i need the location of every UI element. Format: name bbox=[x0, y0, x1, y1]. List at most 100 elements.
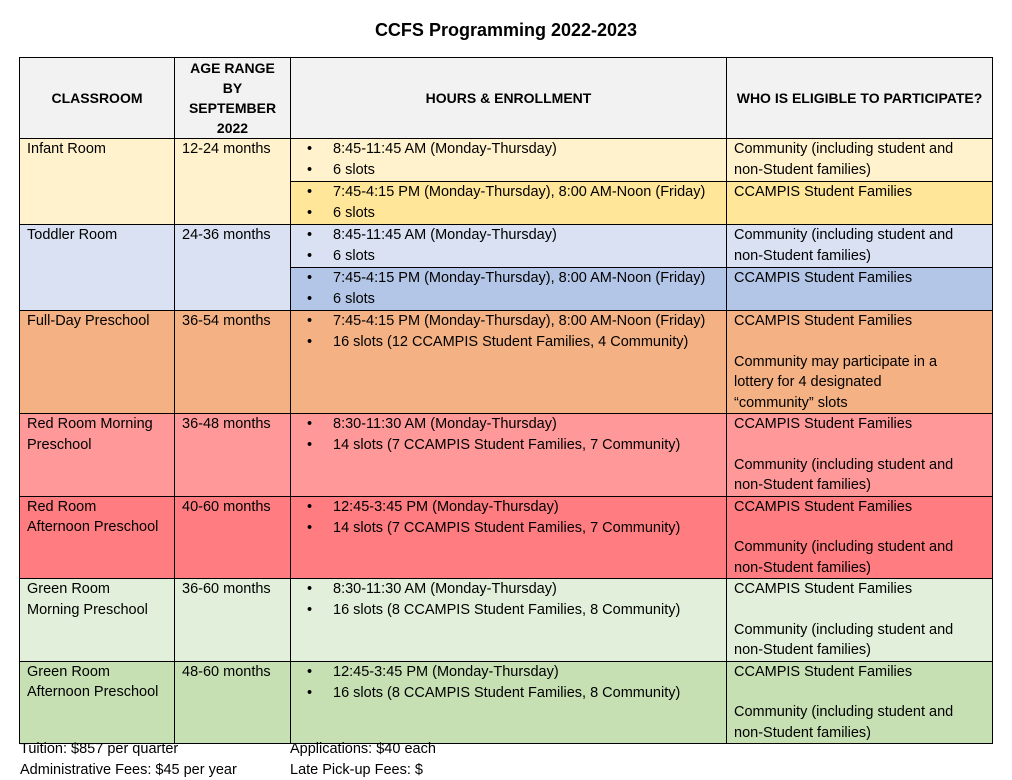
header-classroom: CLASSROOM bbox=[19, 57, 175, 139]
hours-item: 8:45-11:45 AM (Monday-Thursday) bbox=[302, 225, 719, 246]
eligibility-cell: CCAMPIS Student Families Community (incl… bbox=[726, 413, 993, 497]
eligibility-text: Community (including student and bbox=[734, 621, 954, 638]
classroom-name: Afternoon Preschool bbox=[27, 684, 159, 700]
classroom-cell: Toddler Room bbox=[19, 224, 175, 311]
header-age-line: BY bbox=[222, 80, 243, 96]
table-row: Green Room Afternoon Preschool 48-60 mon… bbox=[19, 660, 993, 744]
eligibility-text: CCAMPIS Student Families bbox=[734, 663, 913, 680]
age-range: 24-36 months bbox=[182, 227, 271, 243]
eligibility-text: Community (including student and bbox=[734, 704, 954, 720]
header-age-line: 2022 bbox=[216, 120, 249, 136]
footer-fees-left: Tuition: $857 per quarter Administrative… bbox=[20, 739, 237, 780]
eligibility-text: Community (including student and bbox=[734, 141, 954, 157]
eligibility-cell: CCAMPIS Student Families bbox=[726, 181, 993, 225]
hours-item: 12:45-3:45 PM (Monday-Thursday) bbox=[302, 497, 719, 518]
age-range: 36-54 months bbox=[182, 313, 271, 329]
hours-item: 8:30-11:30 AM (Monday-Thursday) bbox=[302, 579, 719, 600]
hours-cell: 12:45-3:45 PM (Monday-Thursday) 14 slots… bbox=[290, 495, 727, 579]
classroom-cell: Infant Room bbox=[19, 138, 175, 225]
eligibility-cell: Community (including student and non-Stu… bbox=[726, 224, 993, 268]
eligibility-cell: CCAMPIS Student Families Community (incl… bbox=[726, 660, 993, 744]
eligibility-text: Community (including student and bbox=[734, 539, 954, 555]
hours-item: 7:45-4:15 PM (Monday-Thursday), 8:00 AM-… bbox=[302, 182, 719, 203]
eligibility-text: non-Student families) bbox=[734, 247, 872, 264]
classroom-name: Red Room Morning bbox=[27, 416, 153, 432]
age-range: 36-60 months bbox=[182, 581, 271, 597]
document-title: CCFS Programming 2022-2023 bbox=[374, 20, 638, 40]
age-cell: 12-24 months bbox=[174, 138, 291, 225]
classroom-cell: Green Room Morning Preschool bbox=[19, 578, 175, 662]
age-cell: 24-36 months bbox=[174, 224, 291, 311]
eligibility-text: CCAMPIS Student Families bbox=[734, 184, 913, 200]
slots-item: 6 slots bbox=[302, 203, 719, 224]
table-row: 7:45-4:15 PM (Monday-Thursday), 8:00 AM-… bbox=[20, 181, 993, 225]
slots-item: 6 slots bbox=[302, 246, 719, 267]
age-range: 40-60 months bbox=[182, 498, 271, 515]
eligibility-cell: CCAMPIS Student Families Community may p… bbox=[726, 310, 993, 414]
late-pickup-fee-text: Late Pick-up Fees: $ bbox=[290, 761, 423, 778]
header-row: CLASSROOM AGE RANGE BY SEPTEMBER 2022 HO… bbox=[19, 57, 993, 139]
eligibility-text: non-Student families) bbox=[734, 724, 872, 741]
slots-item: 16 slots (8 CCAMPIS Student Families, 8 … bbox=[302, 600, 719, 621]
header-eligibility: WHO IS ELIGIBLE TO PARTICIPATE? bbox=[726, 57, 993, 139]
hours-cell: 12:45-3:45 PM (Monday-Thursday) 16 slots… bbox=[290, 660, 727, 744]
header-age-line: AGE RANGE bbox=[190, 60, 275, 76]
classroom-name: Afternoon Preschool bbox=[27, 519, 159, 535]
classroom-name: Infant Room bbox=[27, 141, 106, 157]
classroom-cell: Red Room Morning Preschool bbox=[19, 413, 175, 497]
age-range: 12-24 months bbox=[182, 141, 271, 157]
hours-item: 12:45-3:45 PM (Monday-Thursday) bbox=[302, 662, 719, 683]
eligibility-text: non-Student families) bbox=[734, 477, 872, 493]
eligibility-text: Community (including student and bbox=[734, 227, 954, 243]
header-age-line: SEPTEMBER bbox=[188, 100, 277, 116]
hours-cell: 7:45-4:15 PM (Monday-Thursday), 8:00 AM-… bbox=[290, 267, 727, 311]
eligibility-text: Community (including student and bbox=[734, 456, 954, 473]
admin-fees-text: Administrative Fees: $45 per year bbox=[20, 761, 237, 778]
classroom-name: Toddler Room bbox=[27, 227, 118, 243]
slots-item: 14 slots (7 CCAMPIS Student Families, 7 … bbox=[302, 518, 719, 539]
programming-table: CLASSROOM AGE RANGE BY SEPTEMBER 2022 HO… bbox=[19, 57, 993, 744]
applications-fee-text: Applications: $40 each bbox=[290, 741, 436, 757]
tuition-text: Tuition: $857 per quarter bbox=[20, 741, 179, 757]
eligibility-cell: CCAMPIS Student Families bbox=[726, 267, 993, 311]
eligibility-cell: CCAMPIS Student Families Community (incl… bbox=[726, 578, 993, 662]
classroom-name: Preschool bbox=[27, 436, 92, 453]
age-cell: 36-60 months bbox=[174, 578, 291, 662]
age-cell: 40-60 months bbox=[174, 495, 291, 579]
eligibility-cell: Community (including student and non-Stu… bbox=[726, 138, 993, 182]
header-age-range: AGE RANGE BY SEPTEMBER 2022 bbox=[174, 57, 291, 139]
eligibility-text: CCAMPIS Student Families bbox=[734, 416, 913, 432]
eligibility-text: CCAMPIS Student Families bbox=[734, 581, 913, 597]
header-hours-enrollment: HOURS & ENROLLMENT bbox=[290, 57, 727, 139]
footer-fees-right: Applications: $40 each Late Pick-up Fees… bbox=[290, 739, 436, 780]
age-cell: 48-60 months bbox=[174, 660, 291, 744]
eligibility-text: CCAMPIS Student Families bbox=[734, 270, 913, 286]
eligibility-text: Community may participate in a bbox=[734, 353, 938, 370]
hours-cell: 7:45-4:15 PM (Monday-Thursday), 8:00 AM-… bbox=[290, 310, 727, 414]
slots-item: 6 slots bbox=[302, 289, 719, 310]
table-row: Infant Room 12-24 months 8:45-11:45 AM (… bbox=[19, 138, 993, 225]
table-row: Full-Day Preschool 36-54 months 7:45-4:1… bbox=[19, 310, 993, 414]
table-row: Toddler Room 24-36 months 8:45-11:45 AM … bbox=[19, 224, 993, 311]
age-range: 48-60 months bbox=[182, 663, 271, 680]
slots-item: 6 slots bbox=[302, 160, 719, 181]
classroom-name: Red Room bbox=[27, 498, 97, 515]
table-row: Red Room Afternoon Preschool 40-60 month… bbox=[19, 495, 993, 579]
eligibility-text: non-Student families) bbox=[734, 559, 872, 576]
classroom-cell: Full-Day Preschool bbox=[19, 310, 175, 414]
slots-item: 14 slots (7 CCAMPIS Student Families, 7 … bbox=[302, 435, 719, 456]
hours-cell: 8:30-11:30 AM (Monday-Thursday) 14 slots… bbox=[290, 413, 727, 497]
eligibility-text: lottery for 4 designated bbox=[734, 374, 882, 390]
age-cell: 36-48 months bbox=[174, 413, 291, 497]
hours-cell: 8:30-11:30 AM (Monday-Thursday) 16 slots… bbox=[290, 578, 727, 662]
hours-cell: 7:45-4:15 PM (Monday-Thursday), 8:00 AM-… bbox=[290, 181, 727, 225]
hours-item: 7:45-4:15 PM (Monday-Thursday), 8:00 AM-… bbox=[302, 311, 719, 332]
classroom-name: Green Room bbox=[27, 581, 111, 597]
classroom-name: Morning Preschool bbox=[27, 601, 148, 618]
classroom-name: Green Room bbox=[27, 663, 111, 680]
table-row: Red Room Morning Preschool 36-48 months … bbox=[19, 413, 993, 497]
slots-item: 16 slots (8 CCAMPIS Student Families, 8 … bbox=[302, 683, 719, 704]
hours-item: 8:30-11:30 AM (Monday-Thursday) bbox=[302, 414, 719, 435]
age-range: 36-48 months bbox=[182, 416, 271, 432]
hours-item: 8:45-11:45 AM (Monday-Thursday) bbox=[302, 139, 719, 160]
